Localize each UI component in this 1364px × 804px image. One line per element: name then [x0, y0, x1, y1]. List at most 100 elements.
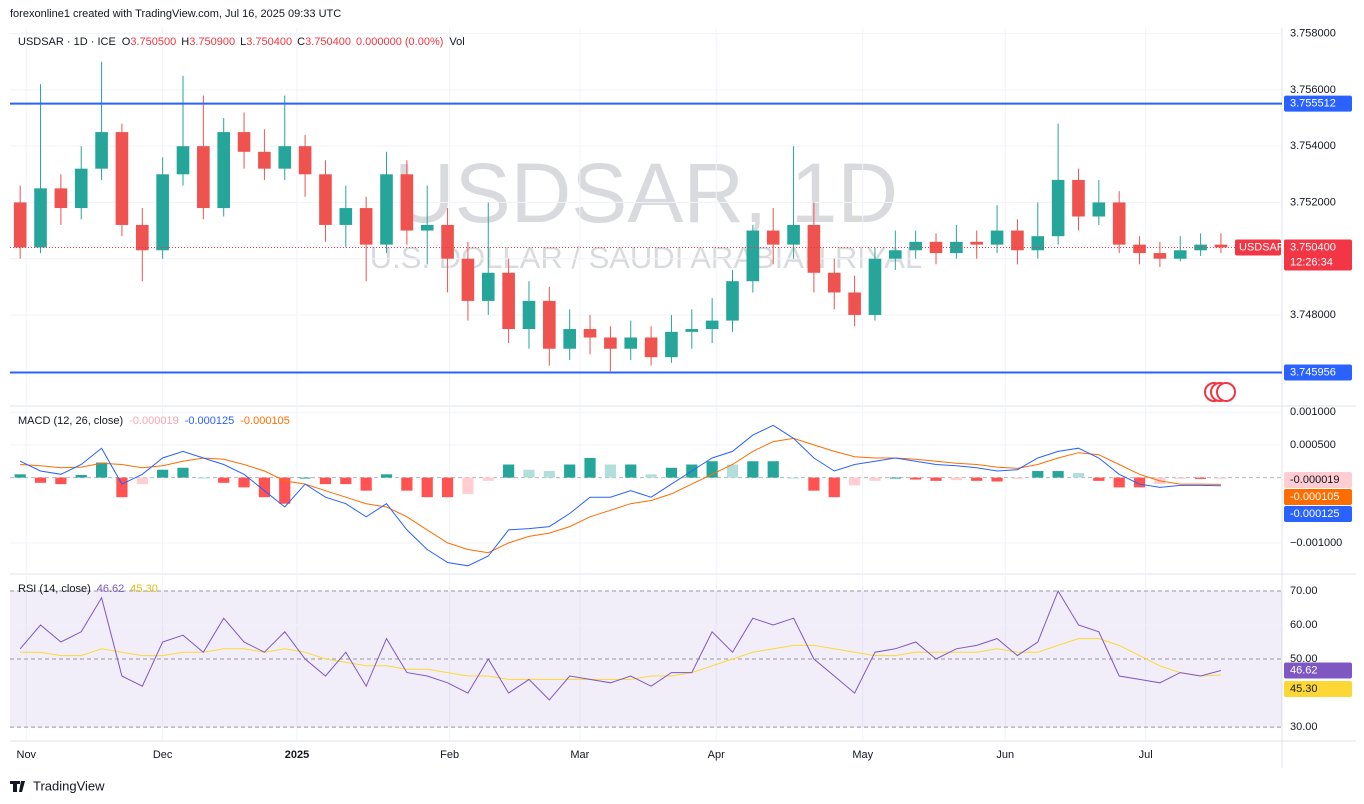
histogram-bar	[55, 477, 67, 485]
x-tick-label: Mar	[570, 749, 589, 761]
candle-body	[115, 132, 129, 225]
histogram-bar	[136, 477, 148, 485]
candle-body	[135, 224, 149, 251]
histogram-bar	[543, 471, 555, 478]
candle-body	[563, 329, 576, 349]
histogram-bar	[218, 477, 230, 483]
candle-body	[1072, 179, 1085, 217]
rsi-title: RSI (14, close)	[18, 583, 91, 595]
y-tick-label: 60.00	[1290, 619, 1318, 631]
candle-body	[848, 292, 861, 315]
h-key: H	[181, 36, 189, 48]
flag-circle	[1216, 382, 1236, 402]
candle-body	[522, 300, 536, 330]
histogram-bar	[1093, 477, 1105, 481]
histogram-bar	[767, 461, 779, 478]
histogram-bar	[340, 477, 352, 485]
candle-body	[685, 329, 699, 332]
histogram-bar	[1194, 477, 1207, 479]
candle-body	[380, 174, 393, 245]
hline-label: 3.755512	[1290, 98, 1336, 110]
ma-badge: 45.30	[1290, 683, 1318, 695]
histogram-bar	[462, 477, 474, 494]
histogram-bar	[279, 477, 291, 504]
attribution: forexonline1 created with TradingView.co…	[10, 8, 341, 20]
y-tick-label: 0.001000	[1290, 406, 1336, 418]
rsi-legend: RSI (14, close) 46.62 45.30	[18, 583, 158, 595]
candle-body	[726, 281, 739, 321]
candle-body	[624, 337, 638, 349]
y-tick-label: 0.000500	[1290, 439, 1336, 451]
y-tick-label: 3.754000	[1290, 140, 1336, 152]
candle-body	[502, 272, 515, 330]
o-value: 3.750500	[130, 36, 176, 48]
candle-body	[1031, 236, 1045, 251]
candle-body	[441, 224, 454, 259]
signal-last: -0.000105	[240, 415, 290, 427]
histogram-bar	[503, 464, 515, 478]
candle-body	[746, 230, 760, 282]
candle-body	[13, 202, 27, 248]
candle-body	[787, 224, 800, 245]
rsi-badge-bg	[1284, 662, 1352, 679]
y-tick-label: 50.00	[1290, 653, 1318, 665]
histogram-bar	[930, 477, 942, 481]
histogram-bar	[14, 474, 26, 478]
hline-label-bg	[1284, 95, 1352, 112]
y-tick-label: 3.748000	[1290, 309, 1336, 321]
histogram-bar	[849, 477, 861, 486]
histogram-bar	[401, 477, 413, 491]
candle-body	[583, 329, 597, 338]
candle-body	[156, 174, 169, 251]
candle-body	[74, 168, 88, 209]
watermark-title: USDSAR, 1D	[394, 146, 898, 240]
histogram-bar	[726, 464, 739, 478]
rsi-line	[19, 589, 1222, 701]
candle-body	[909, 241, 922, 251]
x-tick-label: May	[852, 749, 873, 761]
histogram-bar	[889, 477, 901, 479]
o-key: O	[122, 36, 131, 48]
histogram-bar	[584, 457, 596, 478]
candle-body	[970, 241, 984, 245]
histogram-bar	[787, 477, 800, 479]
candle-body	[543, 300, 556, 349]
macd-badge-bg	[1284, 506, 1352, 522]
candle-body	[278, 146, 292, 169]
macd-line	[19, 424, 1221, 567]
histogram-bar	[258, 477, 270, 498]
candle-body	[990, 230, 1004, 245]
candle-body	[929, 241, 943, 254]
footer-logo	[10, 781, 25, 792]
candle-body	[665, 331, 678, 358]
candle-body	[217, 132, 231, 209]
histogram-bar	[95, 462, 108, 478]
rsi-badge: 46.62	[1290, 664, 1318, 676]
hline-label: 3.745956	[1290, 366, 1336, 378]
symbol: USDSAR · 1D · ICE	[18, 36, 116, 48]
candle-body	[258, 151, 271, 169]
histogram-bar	[665, 467, 678, 478]
histogram-bar	[1052, 471, 1064, 478]
y-tick-label: 30.00	[1290, 721, 1318, 733]
histogram-bar	[625, 464, 637, 478]
candle-body	[807, 224, 821, 273]
histogram-bar	[75, 474, 87, 478]
candle-body	[481, 272, 495, 301]
signal-badge-bg	[1284, 489, 1352, 505]
candle-body	[1112, 202, 1126, 245]
candle-body	[827, 272, 841, 293]
candle-body	[34, 188, 47, 248]
rsi-last: 46.62	[97, 583, 125, 595]
candle-body	[400, 174, 414, 231]
l-value: 3.750400	[246, 36, 292, 48]
histogram-bar	[1011, 477, 1024, 479]
histogram-bar	[319, 477, 332, 485]
candle-body	[644, 337, 658, 358]
volume: Vol	[449, 36, 464, 48]
candle-body	[1011, 230, 1024, 251]
hist-last: -0.000019	[129, 415, 179, 427]
histogram-bar	[116, 477, 128, 498]
candle-body	[1133, 244, 1146, 254]
hline-label-bg	[1284, 364, 1352, 381]
